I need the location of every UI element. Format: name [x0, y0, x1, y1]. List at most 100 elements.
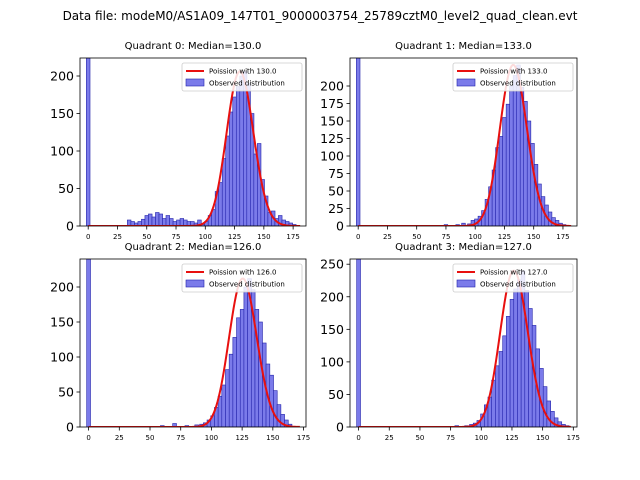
x-tick-label: 150: [266, 434, 279, 442]
x-tick-label: 50: [415, 434, 424, 442]
legend-bar-swatch: [456, 78, 476, 87]
x-tick-label: 125: [498, 233, 511, 241]
histogram-bar: [165, 215, 170, 226]
x-tick-label: 0: [86, 434, 90, 442]
panels: Quadrant 0: Median=130.0 0 50 100 150 200 0 25 5…: [50, 41, 580, 442]
y-tick-label: 150: [50, 106, 74, 121]
x-tick-label: 125: [235, 434, 248, 442]
legend-box: [452, 62, 574, 92]
legend-fit-label: Poission with 127.0: [480, 269, 548, 277]
histogram-bar: [228, 353, 234, 427]
histogram-bar: [284, 419, 289, 427]
y-tick-label: 0: [336, 420, 344, 435]
histogram-bar: [179, 218, 184, 226]
y-tick-label: 200: [320, 79, 344, 94]
axes-frame: [349, 258, 578, 428]
x-tick-label: 100: [469, 233, 482, 241]
histogram-bar: [197, 219, 202, 226]
x-tick-label: 100: [199, 233, 212, 241]
histogram-bar-zero: [356, 58, 361, 226]
axes-frame: [79, 258, 307, 428]
legend-bar-swatch: [185, 279, 205, 288]
histogram-bar: [221, 384, 226, 427]
histogram-bar: [502, 117, 507, 226]
x-tick-label: 150: [527, 233, 540, 241]
y-tick-label: 200: [50, 69, 74, 84]
histogram-bar: [498, 136, 504, 226]
quadrant-1-panel: Quadrant 1: Median=133.0 0 25 50 75 100 125 150…: [320, 41, 578, 241]
quadrant-title: Quadrant 2: Median=126.0: [125, 242, 262, 253]
x-tick-label: 75: [172, 233, 181, 241]
figure-suptitle: Data file: modeM0/AS1A09_147T01_90000037…: [63, 9, 578, 23]
legend: Poission with 133.0 Observed distribution: [452, 62, 574, 92]
y-tick-label: 150: [320, 114, 344, 129]
x-tick-label: 75: [441, 233, 450, 241]
legend-observed-label: Observed distribution: [209, 80, 285, 88]
histogram-bar: [506, 316, 511, 427]
quadrant-2-panel: Quadrant 2: Median=126.0 0 50 100 150 200 0 25 5…: [50, 242, 310, 442]
histogram-bar: [276, 404, 282, 427]
histogram-bar: [225, 135, 230, 226]
y-tick-label: 0: [66, 219, 74, 234]
axes-frame: [349, 57, 578, 227]
legend: Poission with 130.0 Observed distribution: [181, 62, 303, 92]
y-tick-label: 50: [328, 387, 344, 402]
histogram-bar: [253, 153, 258, 226]
y-tick-label: 100: [50, 144, 74, 159]
y-tick-label: 50: [328, 184, 344, 199]
x-tick-label: 25: [113, 233, 122, 241]
y-tick-label: 150: [320, 322, 344, 337]
histogram-bar: [232, 337, 237, 427]
plot-area: [86, 259, 300, 427]
legend-observed-label: Observed distribution: [209, 281, 285, 289]
legend-observed-label: Observed distribution: [480, 281, 556, 289]
y-tick-label: 250: [320, 257, 344, 272]
x-tick-label: 175: [556, 233, 569, 241]
legend-box: [181, 62, 303, 92]
y-tick-label: 25: [328, 201, 344, 216]
histogram-bar: [239, 75, 244, 226]
y-tick-label: 100: [50, 350, 74, 365]
x-tick-label: 100: [475, 434, 488, 442]
x-tick-label: 25: [115, 434, 124, 442]
x-tick-label: 50: [146, 434, 155, 442]
x-tick-label: 25: [383, 233, 392, 241]
histogram-bar: [264, 195, 269, 226]
x-tick-label: 175: [567, 434, 580, 442]
y-tick-label: 75: [328, 166, 344, 181]
legend-box: [181, 263, 303, 293]
x-tick-label: 75: [176, 434, 185, 442]
histogram-bar: [236, 317, 241, 427]
quadrant-title: Quadrant 3: Median=127.0: [395, 242, 532, 253]
x-tick-label: 50: [412, 233, 421, 241]
histogram-bar-zero: [86, 259, 91, 427]
histogram-bar: [172, 423, 177, 427]
histogram-bar: [235, 86, 241, 226]
x-tick-label: 125: [228, 233, 241, 241]
poisson-fit-line: [88, 70, 301, 226]
y-tick-label: 50: [58, 181, 74, 196]
histogram-bar: [509, 85, 514, 226]
x-tick-label: 100: [205, 434, 218, 442]
y-tick-label: 100: [320, 149, 344, 164]
histogram-bar: [225, 369, 230, 427]
x-tick-label: 150: [257, 233, 270, 241]
axes-frame: [79, 57, 307, 227]
quadrant-0-panel: Quadrant 0: Median=130.0 0 50 100 150 200 0 25 5…: [50, 41, 307, 241]
x-tick-label: 0: [356, 434, 360, 442]
histogram-bar: [242, 71, 248, 226]
histogram-bar: [228, 111, 234, 226]
histogram-bar: [542, 386, 548, 427]
y-tick-label: 100: [320, 354, 344, 369]
legend-fit-label: Poission with 133.0: [480, 68, 548, 76]
legend-bar-swatch: [456, 279, 476, 288]
quadrant-3-panel: Quadrant 3: Median=127.0 0 50 100 150 200 250 0…: [320, 242, 580, 442]
histogram-bar: [495, 365, 500, 427]
legend-box: [452, 263, 574, 293]
y-tick-label: 200: [50, 280, 74, 295]
histogram-bar: [158, 213, 163, 226]
histogram-bar: [162, 218, 167, 226]
histogram-bar: [144, 215, 149, 226]
quadrant-title: Quadrant 0: Median=130.0: [125, 41, 262, 52]
